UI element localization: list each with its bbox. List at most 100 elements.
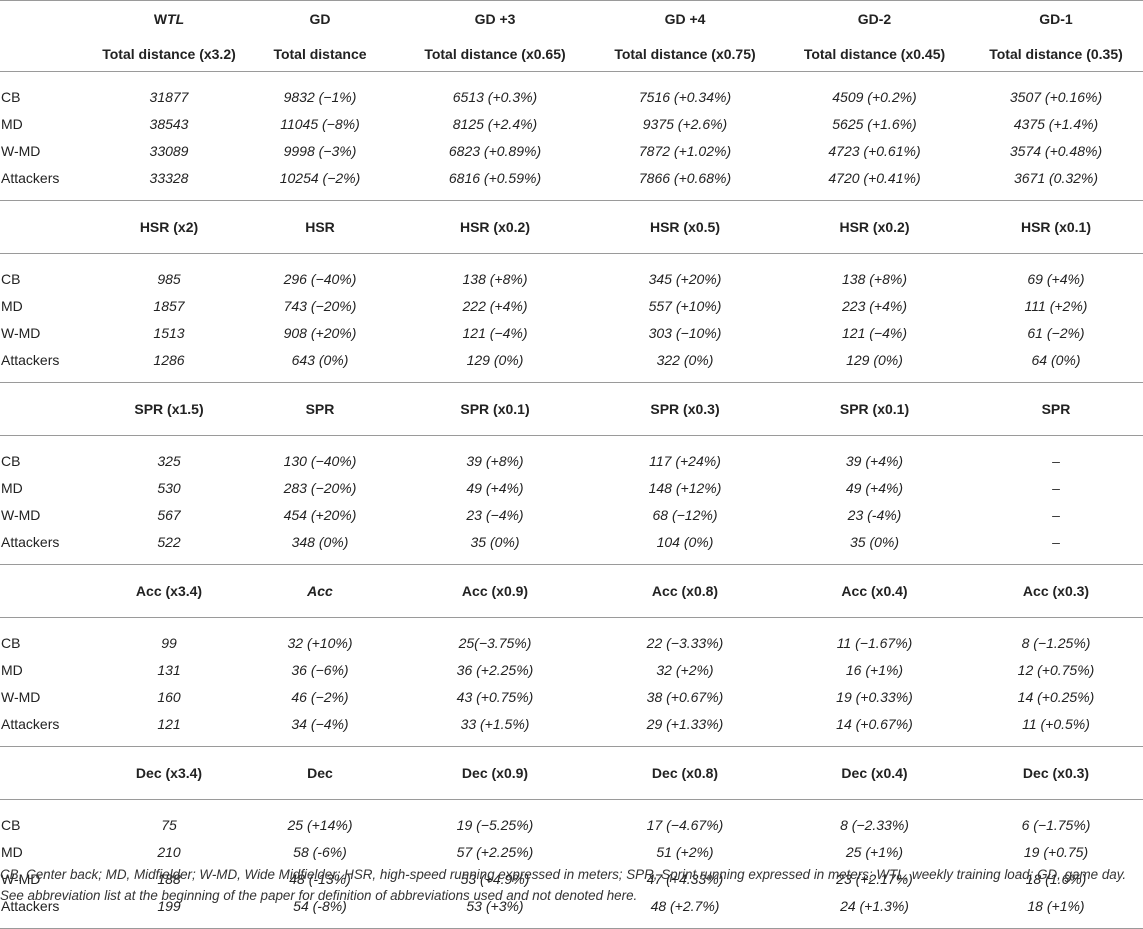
row-label: MD	[1, 115, 23, 132]
table-cell: 121	[157, 715, 181, 732]
table-cell: 19 (+0.75)	[1023, 843, 1089, 860]
metric-header-blank	[0, 382, 98, 436]
metric-header-blank	[0, 746, 98, 800]
metric-header: Total distance (x3.2)	[98, 36, 240, 72]
table-cell: 69 (+4%)	[1027, 270, 1085, 287]
table-cell: 43 (+0.75%)	[456, 688, 534, 705]
table-cell: 138 (+8%)	[462, 270, 528, 287]
metric-header: Dec (x0.3)	[969, 746, 1143, 800]
metric-header: Acc	[240, 564, 400, 618]
row-label: Attackers	[1, 351, 60, 368]
table-row: MD 38543 11045 (−8%) 8125 (+2.4%) 9375 (+2.6…	[0, 110, 1143, 137]
table-cell: 743 (−20%)	[283, 297, 357, 314]
table-cell: 36 (+2.25%)	[456, 661, 534, 678]
table-cell: 1286	[153, 351, 185, 368]
table-row: Attackers 121 34 (−4%) 33 (+1.5%) 29 (+1.33%…	[0, 710, 1143, 747]
table-cell: 22 (−3.33%)	[646, 634, 724, 651]
row-label: W-MD	[1, 324, 41, 341]
column-header-row: WTL GD GD +3 GD +4 GD-2 GD-1	[0, 0, 1143, 36]
table-cell: 567	[157, 506, 181, 523]
table-cell: 23 (−4%)	[466, 506, 524, 523]
metric-header-row-spr: SPR (x1.5) SPR SPR (x0.1) SPR (x0.3) SPR (x0…	[0, 382, 1143, 436]
table-cell: 23 (+2.17%)	[836, 870, 913, 887]
table-cell: 325	[157, 452, 181, 469]
table-cell: 138 (+8%)	[842, 270, 907, 287]
table-cell: 4720 (+0.41%)	[828, 169, 921, 186]
table-row: W-MD 160 46 (−2%) 43 (+0.75%) 38 (+0.67%) 19 …	[0, 683, 1143, 710]
metric-header: HSR (x0.1)	[969, 200, 1143, 254]
table-row: CB 99 32 (+10%) 25(−3.75%) 22 (−3.33%) 11 (−1…	[0, 618, 1143, 657]
table-cell: 3574 (+0.48%)	[1009, 142, 1103, 159]
table-row: CB 31877 9832 (−1%) 6513 (+0.3%) 7516 (+0.34…	[0, 72, 1143, 111]
table-cell: –	[1052, 533, 1060, 550]
table-cell: 6 (−1.75%)	[1021, 816, 1091, 833]
table-cell: 61 (−2%)	[1027, 324, 1085, 341]
metric-header: Dec (x3.4)	[98, 746, 240, 800]
row-label: CB	[1, 270, 21, 287]
table-cell: 4509 (+0.2%)	[832, 88, 917, 105]
metric-header: Total distance	[240, 36, 400, 72]
metric-header-row-acc: Acc (x3.4) Acc Acc (x0.9) Acc (x0.8) Acc (x0…	[0, 564, 1143, 618]
table-cell: 9998 (−3%)	[283, 142, 357, 159]
table-cell: 35 (0%)	[470, 533, 520, 550]
table-cell: 14 (+0.25%)	[1017, 688, 1095, 705]
table-cell: 48 (-13%)	[289, 870, 351, 887]
table-row: MD 530 283 (−20%) 49 (+4%) 148 (+12%) 49 (+4%…	[0, 474, 1143, 501]
metric-header: Acc (x0.4)	[780, 564, 969, 618]
table-cell: 32 (+2%)	[656, 661, 714, 678]
table-cell: 46 (−2%)	[291, 688, 349, 705]
table-cell: 148 (+12%)	[648, 479, 722, 496]
table-cell: 17 (−4.67%)	[646, 816, 724, 833]
table-body: Total distance (x3.2) Total distance Total…	[0, 36, 1143, 929]
metric-header: SPR	[240, 382, 400, 436]
table-cell: 35 (0%)	[849, 533, 900, 550]
table-cell: 111 (+2%)	[1024, 297, 1088, 314]
table-cell: 39 (+8%)	[466, 452, 524, 469]
row-label: W-MD	[1, 142, 41, 159]
table-cell: 11045 (−8%)	[280, 115, 360, 132]
column-header-gd: GD	[240, 0, 400, 36]
table-row: Attackers 522 348 (0%) 35 (0%) 104 (0%) 35 (0…	[0, 528, 1143, 565]
row-label: MD	[1, 297, 23, 314]
row-label: Attackers	[1, 169, 60, 186]
table-cell: 25 (+1%)	[845, 843, 904, 860]
row-label: CB	[1, 816, 21, 833]
metric-header-blank	[0, 36, 98, 72]
table-row: W-MD 1513 908 (+20%) 121 (−4%) 303 (−10%) 121…	[0, 319, 1143, 346]
table-row: W-MD 567 454 (+20%) 23 (−4%) 68 (−12%) 23 (-4…	[0, 501, 1143, 528]
table-row: CB 75 25 (+14%) 19 (−5.25%) 17 (−4.67%) 8 (−2…	[0, 800, 1143, 839]
table-row: MD 1857 743 (−20%) 222 (+4%) 557 (+10%) 223 (…	[0, 292, 1143, 319]
table-cell: 454 (+20%)	[283, 506, 357, 523]
table-cell: 129 (0%)	[846, 351, 903, 368]
table-cell: –	[1052, 506, 1060, 523]
column-header-gd-minus1: GD-1	[969, 0, 1143, 36]
metric-header: SPR (x1.5)	[98, 382, 240, 436]
table-cell: 8125 (+2.4%)	[452, 115, 538, 132]
table-cell: 19 (+0.33%)	[836, 688, 913, 705]
metric-header: HSR	[240, 200, 400, 254]
table-cell: –	[1052, 452, 1060, 469]
table-cell: 34 (−4%)	[291, 715, 349, 732]
metric-header: HSR (x0.2)	[400, 200, 590, 254]
metric-header: HSR (x2)	[98, 200, 240, 254]
table-cell: 58 (-6%)	[293, 843, 347, 860]
table-cell: 11 (+0.5%)	[1022, 715, 1090, 732]
table-footnote: CB, Center back; MD, Midfielder; W-MD, W…	[0, 867, 1127, 903]
row-label: Attackers	[1, 533, 60, 550]
row-label: W-MD	[1, 870, 41, 887]
table-cell: 8 (−2.33%)	[840, 816, 909, 833]
table-cell: 47 (+4.33%)	[646, 870, 724, 887]
table-cell: 643 (0%)	[291, 351, 349, 368]
table-cell: 32 (+10%)	[287, 634, 353, 651]
metric-header: Total distance (x0.75)	[590, 36, 780, 72]
metric-header: Dec	[240, 746, 400, 800]
table-cell: 1513	[153, 324, 185, 341]
table-cell: 14 (+0.67%)	[836, 715, 913, 732]
table-cell: –	[1052, 479, 1060, 496]
table-cell: 4723 (+0.61%)	[828, 142, 921, 159]
table-cell: 3671 (0.32%)	[1013, 169, 1099, 186]
row-label: W-MD	[1, 506, 41, 523]
table-cell: 6816 (+0.59%)	[448, 169, 542, 186]
metric-header: Dec (x0.9)	[400, 746, 590, 800]
table-cell: 345 (+20%)	[648, 270, 722, 287]
